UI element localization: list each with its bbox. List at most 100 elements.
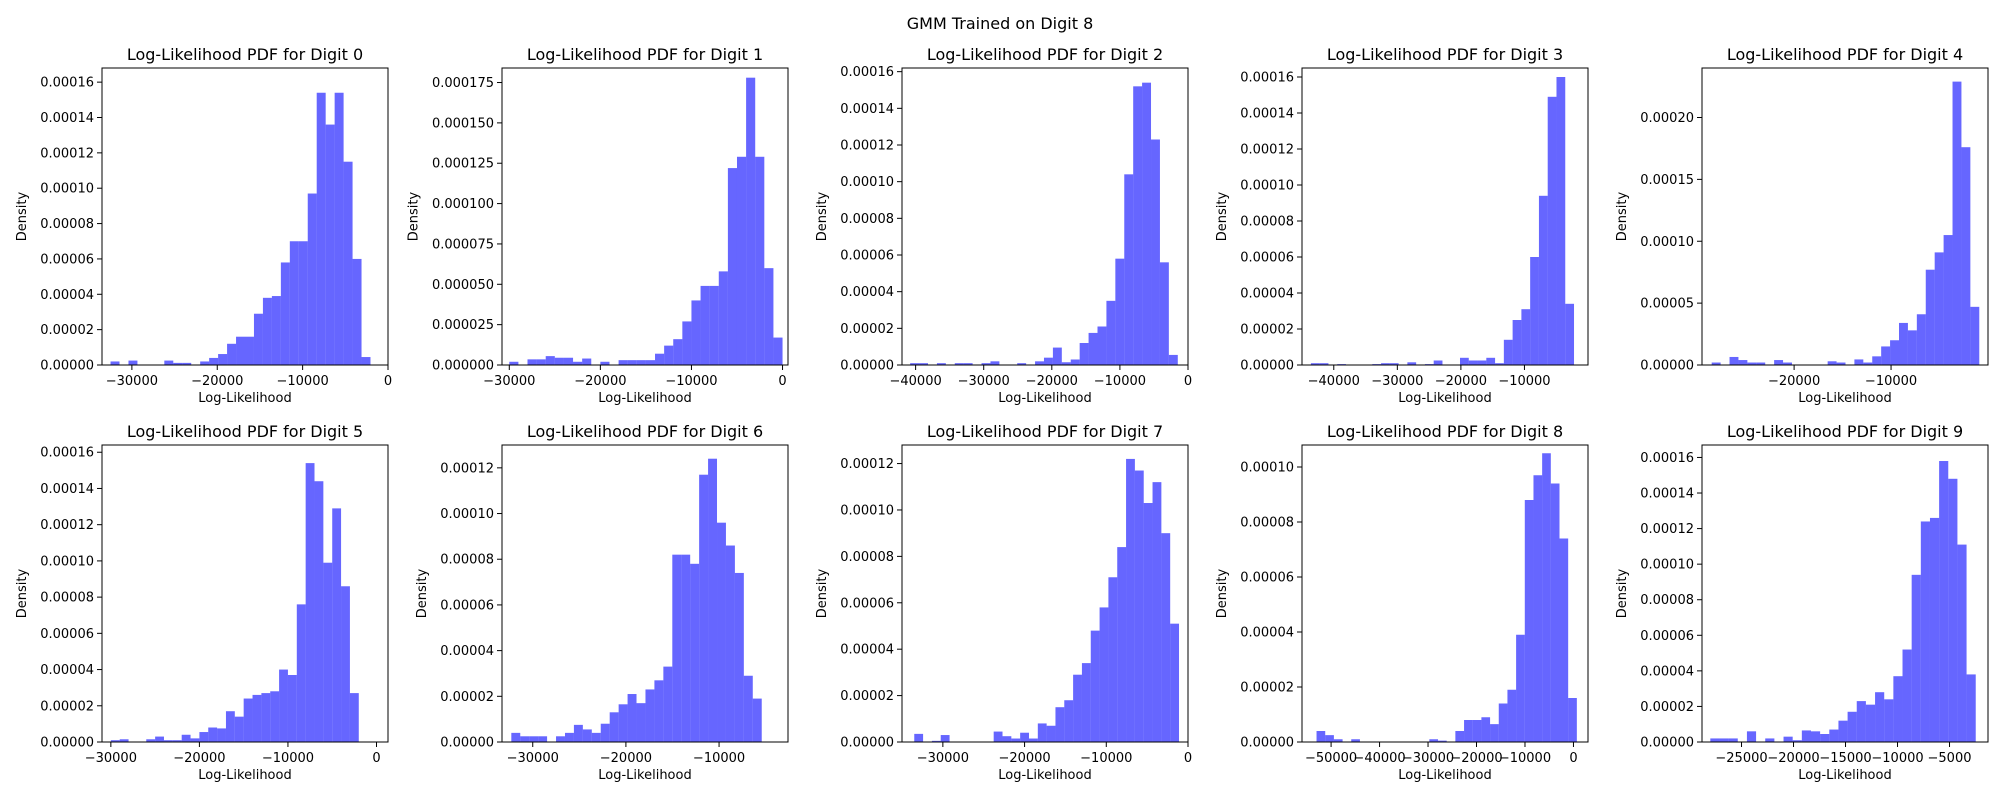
histogram-bar (271, 296, 281, 365)
histogram-bar (1916, 314, 1926, 365)
histogram-bar (1934, 252, 1944, 365)
histogram-bar (914, 733, 924, 742)
histogram-bar (1711, 362, 1721, 365)
y-tick-label: 0.00016 (40, 446, 94, 461)
y-tick-label: 0.00010 (1240, 179, 1294, 194)
histogram-bar (110, 361, 120, 365)
histogram-bar (261, 693, 271, 742)
histogram-bar (1037, 723, 1047, 742)
y-tick-label: 0.00012 (840, 457, 894, 472)
x-axis-label: Log-Likelihood (598, 391, 691, 406)
x-tick-label: −20000 (600, 751, 652, 766)
histogram-bar (1747, 362, 1757, 365)
histogram-bar (208, 727, 218, 742)
x-tick-label: −40000 (1353, 751, 1405, 766)
y-tick-label: 0.000000 (432, 359, 494, 374)
x-tick-label: −30000 (958, 374, 1010, 389)
y-tick-label: 0.00002 (440, 690, 494, 705)
histogram-bars (1310, 77, 1575, 366)
histogram-bar (1142, 82, 1152, 366)
histogram-bar (1512, 320, 1522, 365)
histogram-bar (146, 739, 156, 742)
histogram-bar (1143, 503, 1153, 742)
axes-frame (901, 444, 1189, 743)
x-axis-label: Log-Likelihood (998, 391, 1091, 406)
histogram-bar (323, 562, 333, 742)
y-tick-label: 0.000075 (432, 237, 494, 252)
histogram-bar (287, 674, 297, 742)
histogram-bar (681, 554, 691, 742)
histogram-bar (1952, 81, 1962, 366)
histogram-bar (1117, 547, 1127, 742)
histogram-bar (1046, 725, 1056, 742)
histogram-bar (1854, 359, 1864, 365)
histogram-bar (128, 360, 138, 365)
histogram-bar (1925, 269, 1935, 365)
histogram-bar (627, 360, 637, 365)
histogram-bar (931, 740, 941, 742)
histogram-bar (1073, 674, 1082, 742)
histogram-bar (1847, 711, 1857, 742)
chart-title: Log-Likelihood PDF for Digit 2 (927, 45, 1163, 64)
chart-title: Log-Likelihood PDF for Digit 7 (927, 422, 1163, 441)
histogram-bar (618, 360, 628, 365)
histogram-bar (1168, 354, 1178, 365)
histogram-bar (155, 736, 164, 742)
y-tick-label: 0.00000 (1240, 359, 1294, 374)
histogram-bar (1507, 689, 1517, 742)
histogram-bars (910, 82, 1178, 366)
histogram-bar (1899, 322, 1908, 365)
histogram-bar (940, 735, 950, 742)
histogram-bar (119, 739, 129, 742)
histogram-bar (181, 734, 191, 742)
chart-title: Log-Likelihood PDF for Digit 5 (127, 422, 363, 441)
y-tick-label: 0.00012 (440, 461, 494, 476)
histogram-bar (1872, 356, 1882, 365)
chart-panel-6: −30000 −20000 −10000 0.00000 0.00002 0.00004 0… (415, 422, 789, 783)
y-tick-label: 0.00006 (40, 252, 94, 267)
histogram-bar (1783, 362, 1792, 365)
chart-title: Log-Likelihood PDF for Digit 9 (1727, 422, 1963, 441)
histogram-bar (1970, 306, 1980, 365)
chart-title: Log-Likelihood PDF for Digit 1 (527, 45, 763, 64)
histogram-bar (1820, 734, 1830, 742)
histogram-bar (509, 361, 519, 365)
histogram-bar (645, 360, 656, 365)
y-tick-label: 0.000050 (432, 278, 494, 293)
x-tick-label: −30000 (483, 374, 535, 389)
histogram-bar (298, 241, 308, 365)
histogram-bar (582, 358, 592, 365)
histogram-bar (1017, 363, 1027, 365)
histogram-bar (352, 258, 362, 365)
axes-frame (1701, 67, 1989, 366)
x-axis-label: Log-Likelihood (1798, 391, 1891, 406)
histogram-bar (725, 545, 735, 742)
histogram-bar (1884, 699, 1894, 742)
x-tick-label: −15000 (1819, 751, 1871, 766)
x-tick-label: −10000 (1094, 374, 1146, 389)
histogram-bar (314, 481, 324, 742)
y-tick-label: 0.00006 (40, 627, 94, 642)
histogram-bar (1468, 360, 1478, 365)
histogram-bar (218, 354, 228, 365)
y-tick-label: 0.000100 (432, 197, 494, 212)
y-tick-label: 0.00014 (840, 102, 894, 117)
chart-panel-4: −20000 −10000 0.00000 0.00005 0.00010 0.00015… (1615, 45, 1989, 406)
histogram-bar (573, 361, 583, 365)
histogram-bar (1710, 738, 1720, 742)
x-tick-label: −20000 (1026, 374, 1078, 389)
chart-title: Log-Likelihood PDF for Digit 8 (1327, 422, 1563, 441)
histogram-bar (690, 563, 700, 742)
histogram-bar (1126, 458, 1135, 742)
histogram-bar (1108, 577, 1118, 742)
histogram-bar (1929, 517, 1940, 742)
chart-panel-7: −30000 −20000 −10000 0 0.00000 0.00002 0.00004… (815, 422, 1192, 783)
histogram-bar (325, 124, 335, 365)
histogram-bars (110, 92, 371, 365)
histogram-bar (1783, 736, 1793, 742)
histogram-bar (1827, 361, 1837, 365)
histogram-bar (343, 161, 353, 365)
histogram-bar (673, 339, 683, 365)
x-tick-label: −30000 (1371, 374, 1423, 389)
x-axis-label: Log-Likelihood (198, 768, 291, 783)
